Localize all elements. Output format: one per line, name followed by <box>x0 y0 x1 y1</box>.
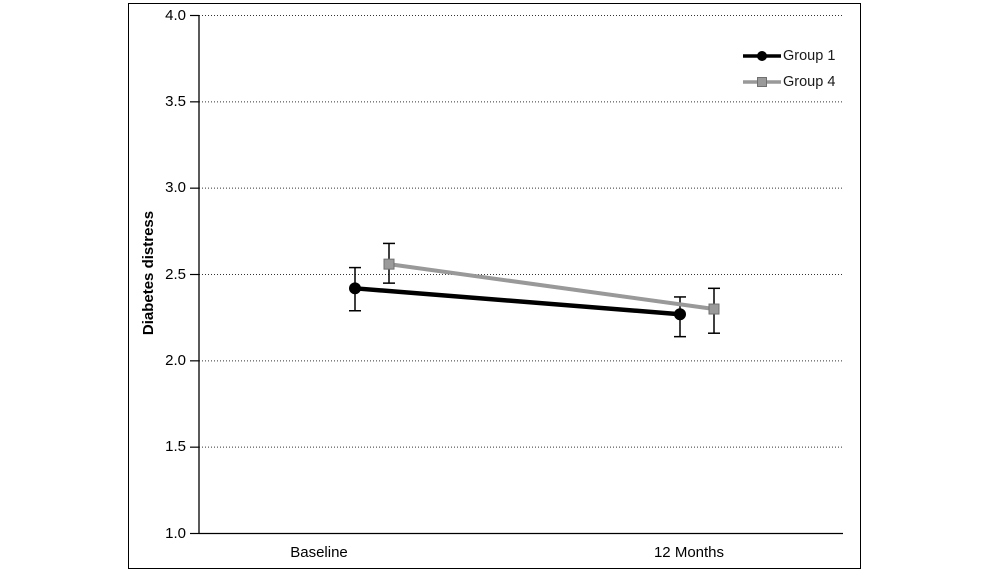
legend-label: Group 1 <box>783 48 836 64</box>
x-axis-label: 12 Months <box>653 544 725 561</box>
data-point-marker <box>674 308 686 321</box>
legend-entry: Group 4 <box>742 69 835 95</box>
y-tick-label: 1.0 <box>165 524 186 542</box>
legend-marker-square-icon <box>743 77 781 87</box>
series-line <box>388 262 715 312</box>
legend-marker-circle-icon <box>743 51 781 61</box>
series-line <box>354 286 681 317</box>
data-point-marker <box>708 303 720 315</box>
legend-entry: Group 1 <box>742 43 835 69</box>
y-tick-label: 2.0 <box>165 351 186 369</box>
x-axis-label: Baseline <box>290 544 348 561</box>
y-tick-label: 2.5 <box>165 265 186 283</box>
data-point-marker <box>349 282 361 295</box>
y-tick-label: 3.0 <box>165 179 186 197</box>
y-tick-label: 1.5 <box>165 438 186 456</box>
y-tick-label: 3.5 <box>165 92 186 110</box>
data-point-marker <box>383 258 395 270</box>
y-tick-label: 4.0 <box>165 6 186 24</box>
chart-legend: Group 1 Group 4 <box>742 43 835 95</box>
chart-frame <box>128 3 861 569</box>
legend-label: Group 4 <box>783 74 836 90</box>
